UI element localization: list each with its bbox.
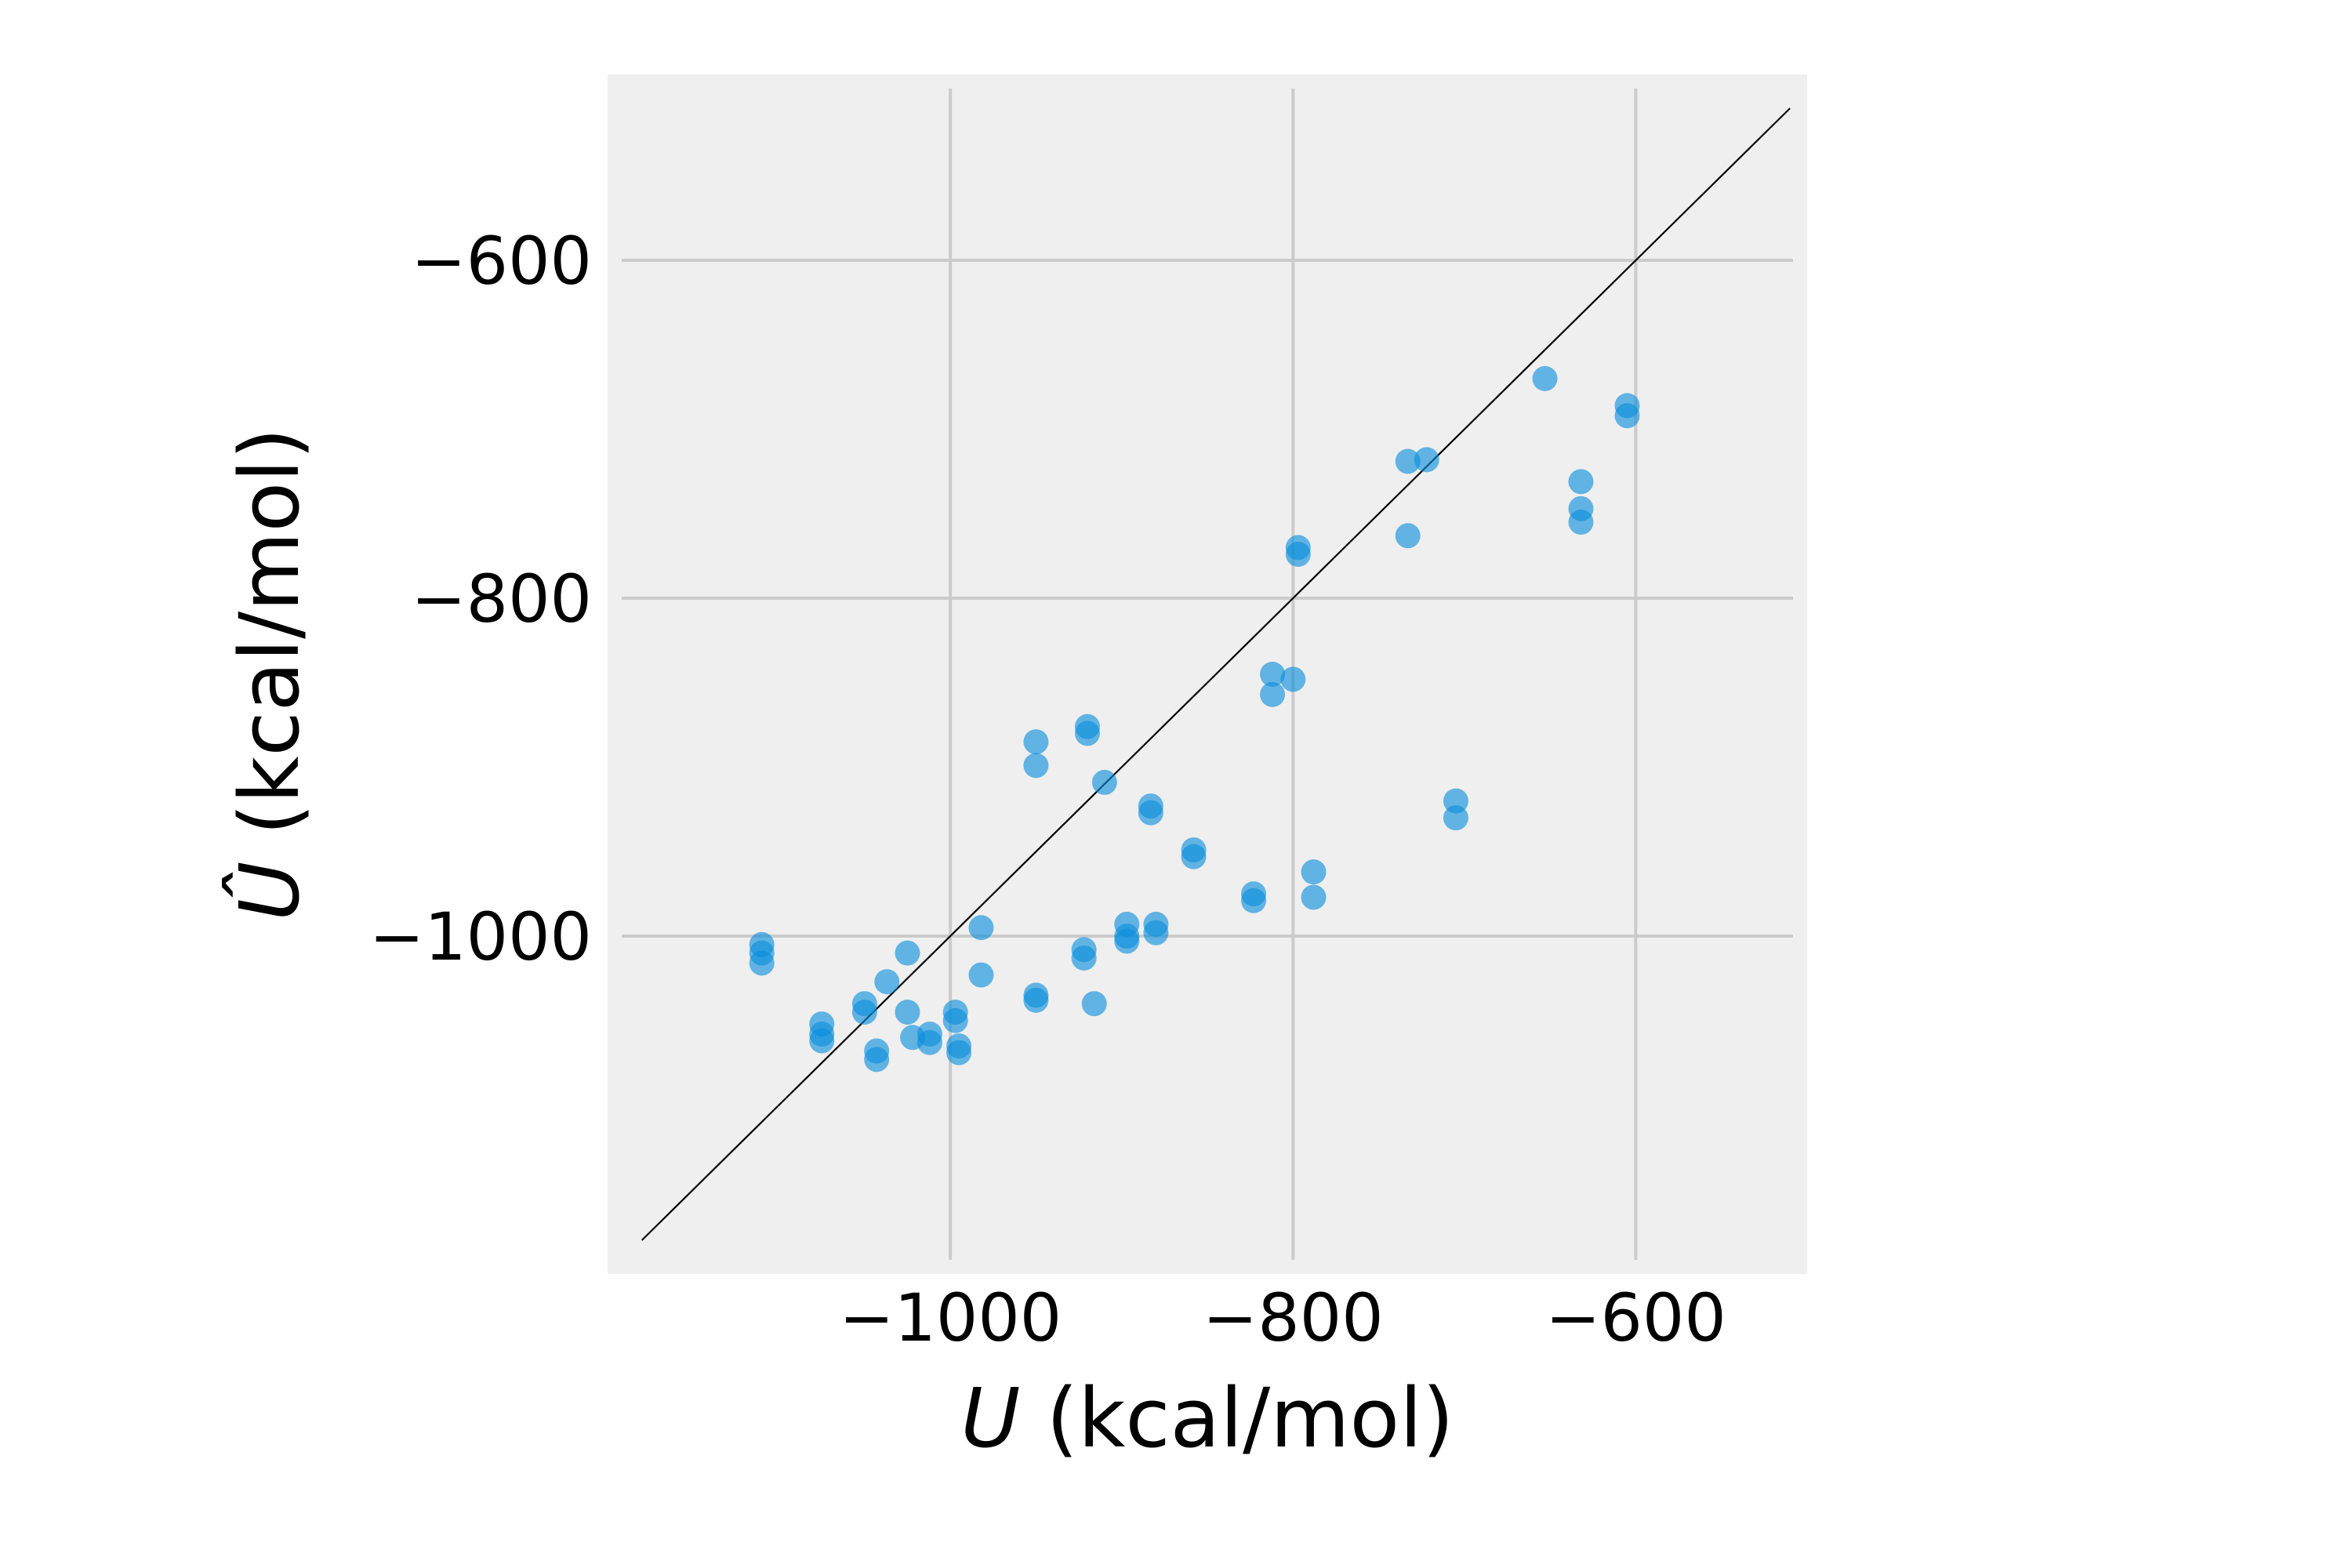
data-point — [1395, 523, 1421, 549]
data-point — [749, 950, 775, 976]
x-tick-label: −800 — [1203, 1279, 1384, 1356]
data-point — [1143, 920, 1169, 946]
identity-line — [641, 107, 1791, 1241]
data-point — [809, 1028, 835, 1054]
data-point — [1280, 666, 1306, 692]
data-point — [1023, 729, 1049, 755]
data-point — [1532, 365, 1558, 391]
y-axis-label: Û (kcal/mol) — [222, 427, 318, 920]
y-axis-label-symbol: Û — [222, 861, 318, 920]
y-tick-label: −800 — [411, 561, 592, 637]
data-point — [1395, 448, 1421, 474]
data-points — [749, 365, 1640, 1073]
data-point — [1568, 510, 1594, 535]
x-axis-label-symbol: U — [960, 1370, 1020, 1466]
data-point — [1414, 447, 1439, 473]
data-point — [1285, 542, 1311, 567]
data-point — [916, 1029, 942, 1055]
data-point — [851, 999, 877, 1025]
y-tick-label: −600 — [411, 223, 592, 299]
plot-area — [608, 74, 1807, 1274]
data-point — [1023, 753, 1049, 779]
data-point — [1568, 469, 1594, 495]
data-point — [1023, 987, 1049, 1013]
y-axis-label-unit: (kcal/mol) — [222, 427, 318, 861]
data-point — [874, 969, 900, 995]
data-point — [1075, 720, 1100, 746]
x-tick-labels: −1000 −800 −600 — [839, 1279, 1726, 1356]
x-tick-label: −600 — [1545, 1279, 1726, 1356]
data-point — [968, 962, 994, 988]
data-point — [895, 999, 920, 1025]
data-point — [1301, 859, 1327, 885]
data-point — [968, 915, 994, 941]
data-point — [1114, 928, 1140, 954]
data-point — [895, 940, 920, 966]
x-axis-label-unit: (kcal/mol) — [1021, 1370, 1454, 1466]
data-point — [1260, 681, 1286, 707]
data-point — [1081, 991, 1107, 1017]
x-tick-label: −1000 — [839, 1279, 1062, 1356]
grid-lines — [622, 89, 1793, 1260]
diagonal-reference-line — [641, 107, 1791, 1241]
x-axis-label: U (kcal/mol) — [960, 1370, 1454, 1466]
data-point — [1181, 844, 1207, 869]
data-point — [1260, 662, 1286, 687]
data-point — [1241, 887, 1267, 913]
data-point — [1138, 800, 1163, 826]
data-point — [1301, 884, 1327, 910]
y-tick-label: −1000 — [369, 898, 592, 975]
data-point — [864, 1047, 890, 1073]
data-point — [1614, 403, 1640, 429]
y-tick-labels: −1000 −800 −600 — [369, 223, 592, 975]
data-point — [1091, 769, 1117, 795]
data-point — [1443, 805, 1468, 831]
data-point — [946, 1040, 972, 1065]
data-point — [942, 1007, 968, 1033]
data-point — [1071, 946, 1097, 971]
